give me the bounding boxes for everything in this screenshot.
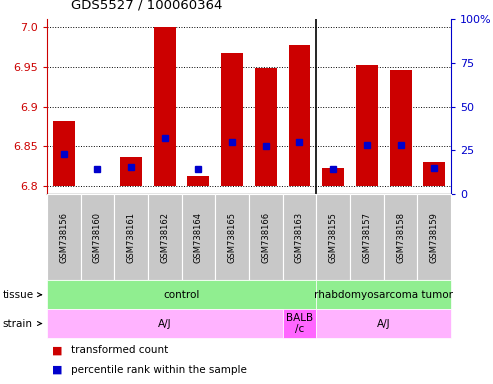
Text: rhabdomyosarcoma tumor: rhabdomyosarcoma tumor <box>314 290 453 300</box>
Bar <box>356 65 378 186</box>
Bar <box>255 68 277 186</box>
Text: transformed count: transformed count <box>71 345 169 355</box>
Text: GDS5527 / 100060364: GDS5527 / 100060364 <box>71 0 223 12</box>
Text: GSM738163: GSM738163 <box>295 212 304 263</box>
Text: GSM738158: GSM738158 <box>396 212 405 263</box>
Text: GSM738165: GSM738165 <box>228 212 237 263</box>
Text: GSM738160: GSM738160 <box>93 212 102 263</box>
Text: control: control <box>163 290 200 300</box>
Text: GSM738156: GSM738156 <box>59 212 68 263</box>
Text: tissue: tissue <box>2 290 34 300</box>
Text: A/J: A/J <box>377 318 390 329</box>
Bar <box>389 70 412 186</box>
Text: ■: ■ <box>52 345 62 355</box>
Text: GSM738166: GSM738166 <box>261 212 270 263</box>
Text: BALB
/c: BALB /c <box>286 313 313 334</box>
Text: A/J: A/J <box>158 318 172 329</box>
Text: GSM738164: GSM738164 <box>194 212 203 263</box>
Text: strain: strain <box>2 318 33 329</box>
Bar <box>53 121 74 186</box>
Bar <box>288 45 311 186</box>
Text: GSM738159: GSM738159 <box>430 212 439 263</box>
Bar <box>187 176 210 186</box>
Text: GSM738157: GSM738157 <box>362 212 371 263</box>
Text: percentile rank within the sample: percentile rank within the sample <box>71 365 247 375</box>
Text: ■: ■ <box>52 365 62 375</box>
Bar <box>423 162 445 186</box>
Bar <box>154 27 176 186</box>
Bar <box>120 157 142 186</box>
Text: GSM738162: GSM738162 <box>160 212 169 263</box>
Bar <box>221 53 243 186</box>
Text: GSM738161: GSM738161 <box>127 212 136 263</box>
Bar <box>322 168 344 186</box>
Text: GSM738155: GSM738155 <box>329 212 338 263</box>
